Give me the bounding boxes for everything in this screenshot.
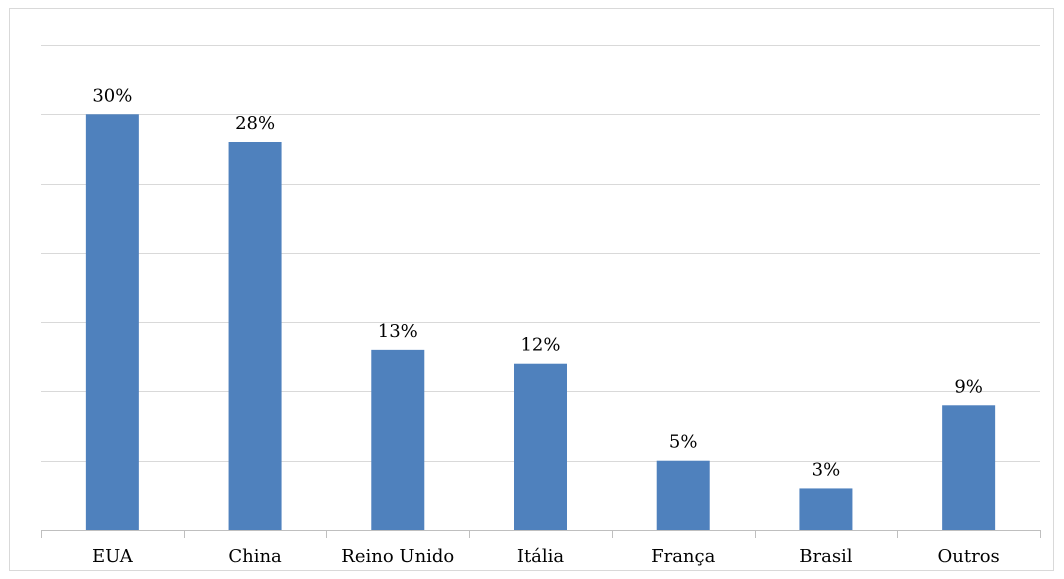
bar-brasil — [799, 488, 853, 530]
gridlines — [41, 45, 1040, 462]
data-label: 5% — [669, 432, 698, 453]
x-tick-label: EUA — [92, 546, 134, 567]
data-label: 12% — [520, 335, 560, 356]
x-tick-label: Outros — [938, 546, 1000, 567]
x-tick-label: Brasil — [799, 546, 853, 567]
bar-outros — [942, 405, 996, 530]
bars — [85, 114, 996, 531]
data-label: 13% — [378, 321, 418, 342]
data-label: 9% — [954, 376, 983, 397]
bar-reino-unido — [371, 349, 425, 530]
data-labels: 30% 28% 13% 12% 5% 3% 9% — [92, 85, 983, 480]
bar-itália — [514, 363, 567, 530]
data-label: 30% — [92, 85, 132, 106]
x-tick-label: Reino Unido — [341, 546, 454, 567]
bar-frança — [656, 460, 710, 530]
x-axis — [41, 530, 1041, 538]
data-label: 3% — [812, 459, 841, 480]
x-tick-labels: EUA China Reino Unido Itália França Brasil Out… — [92, 546, 1000, 567]
bar-eua — [85, 114, 139, 531]
x-tick-label: Itália — [517, 546, 565, 567]
data-label: 28% — [235, 113, 275, 134]
x-tick-label: França — [651, 546, 715, 567]
x-tick-label: China — [228, 546, 282, 567]
bar-china — [228, 142, 282, 530]
